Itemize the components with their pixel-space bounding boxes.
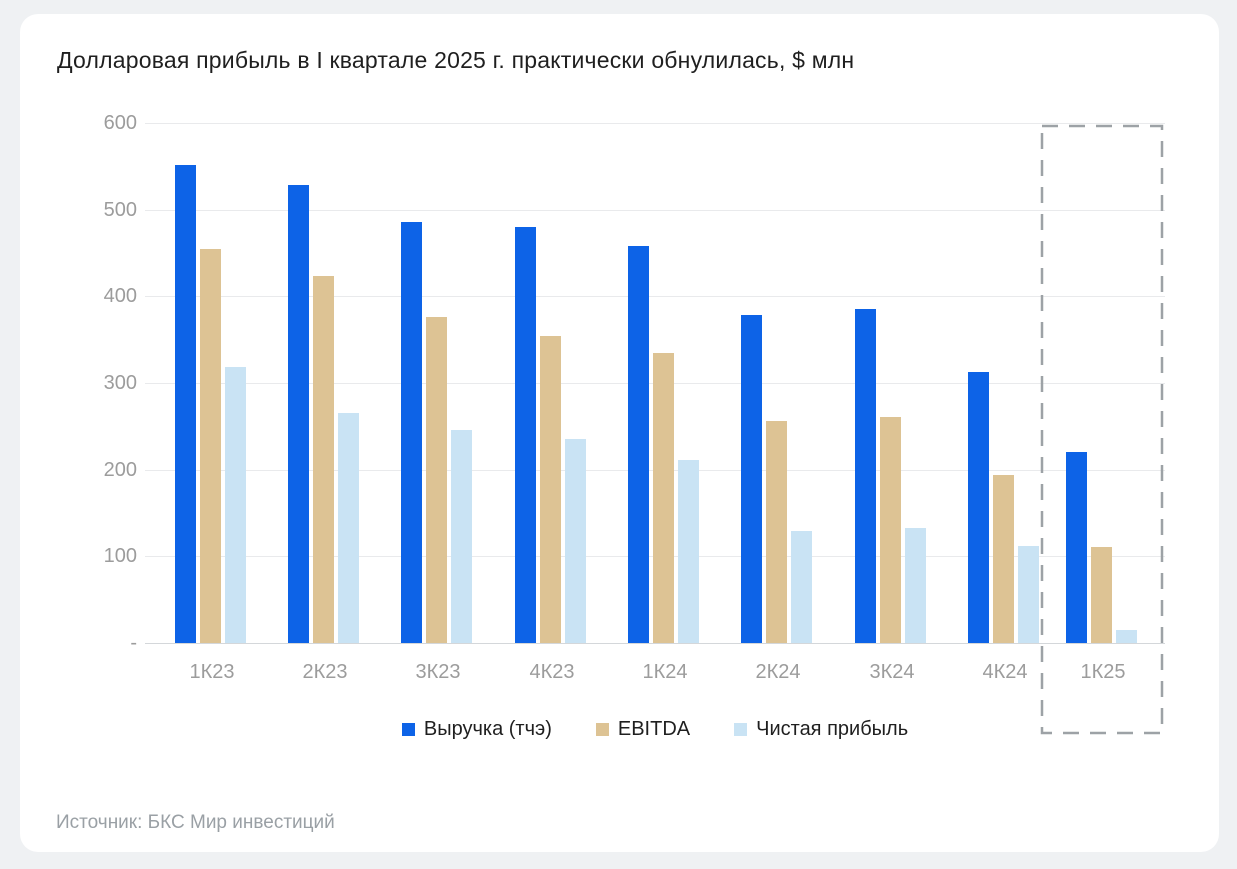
x-axis-label: 1К24 [642,661,688,683]
bar [1065,451,1087,643]
bar [904,527,926,643]
bar [450,429,472,643]
bar [1115,630,1137,643]
bar [312,275,334,643]
bar [425,317,447,643]
legend-label: Выручка (тчэ) [423,718,552,740]
x-axis-line [145,643,1165,644]
bar [287,184,309,643]
bar [539,336,561,643]
source-caption: Источник: БКС Мир инвестиций [56,812,335,833]
bar [400,221,422,643]
y-axis-label: - [130,632,137,654]
bar [967,371,989,643]
bar [174,164,196,643]
legend-item: Выручка (тчэ) [401,718,552,741]
bar [992,474,1014,643]
bar [740,315,762,643]
gridline [145,296,1165,298]
x-axis-label: 1К23 [189,661,235,683]
bar [1017,545,1039,643]
bar [790,531,812,643]
legend-item: EBITDA [595,718,691,741]
y-axis-label: 400 [103,285,137,308]
x-axis-label: 3К24 [869,661,915,683]
legend-swatch [734,723,748,736]
y-axis-label: 600 [103,112,137,134]
y-axis-label: 500 [103,198,137,221]
bar [224,367,246,643]
bar [514,227,536,643]
bar [564,439,586,643]
x-axis-label: 2К24 [755,661,801,683]
y-axis-label: 100 [103,545,137,568]
x-axis-label: 4К23 [529,661,575,683]
bar [652,352,674,643]
bar [337,413,359,643]
highlight-box [1040,124,1164,735]
gridline [145,123,1165,124]
legend-swatch [401,723,415,736]
bar [765,421,787,643]
x-axis-label: 4К24 [982,661,1028,683]
bar [854,309,876,643]
x-axis-label: 2К23 [302,661,348,683]
bar [627,246,649,643]
legend-label: Чистая прибыль [756,718,909,740]
legend-label: EBITDA [617,718,691,740]
x-axis-label: 3К23 [415,661,461,683]
chart-title: Долларовая прибыль в I квартале 2025 г. … [57,47,855,73]
x-axis-label: 1К25 [1080,661,1126,683]
y-axis-label: 300 [103,372,137,394]
bar [677,460,699,643]
bar [1090,546,1112,643]
y-axis-label: 200 [103,458,137,481]
legend-item: Чистая прибыль [734,718,908,741]
legend-swatch [595,723,609,736]
gridline [145,209,1165,211]
bar [199,248,221,643]
bar [879,416,901,643]
chart-legend: Выручка (тчэ) EBITDA Чистая прибыль [145,718,1165,741]
